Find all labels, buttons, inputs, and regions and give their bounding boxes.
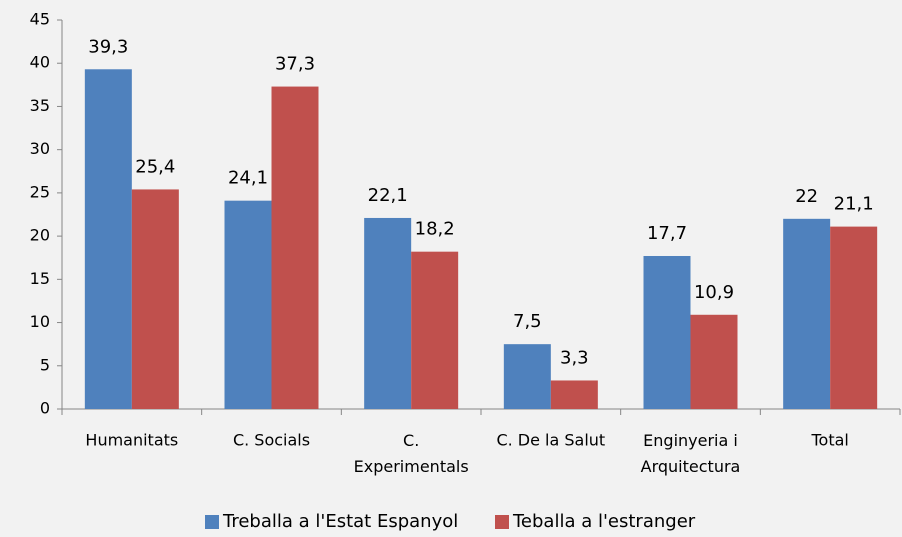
data-label: 24,1 (228, 168, 268, 189)
bar (830, 226, 878, 409)
data-label: 3,3 (560, 347, 589, 368)
data-label: 21,1 (834, 194, 874, 215)
legend-swatch (205, 515, 219, 529)
bar (550, 380, 598, 409)
data-label: 37,3 (275, 54, 315, 75)
data-label: 18,2 (415, 219, 455, 240)
data-label: 7,5 (513, 311, 542, 332)
data-label: 17,7 (647, 223, 687, 244)
legend-swatch (495, 515, 509, 529)
x-tick-label: Enginyeria i Arquitectura (641, 431, 741, 476)
bar (84, 69, 132, 410)
x-tick-label: Total (810, 431, 848, 450)
bar (503, 344, 551, 409)
y-tick-label: 10 (30, 312, 50, 331)
bar (643, 255, 691, 409)
x-tick-label: C. De la Salut (496, 431, 605, 450)
data-label: 25,4 (135, 156, 175, 177)
y-tick-label: 25 (30, 182, 50, 201)
bar (131, 189, 179, 409)
y-tick-label: 30 (30, 139, 50, 158)
legend-label: Teballa a l'estranger (512, 511, 696, 532)
y-tick-label: 35 (30, 96, 50, 115)
y-tick-label: 5 (40, 355, 50, 374)
data-label: 39,3 (88, 36, 128, 57)
bar (411, 251, 459, 409)
bar (271, 86, 319, 409)
y-tick-label: 20 (30, 226, 50, 245)
y-tick-label: 0 (40, 399, 50, 418)
x-tick-label: C. Socials (233, 431, 310, 450)
data-label: 22 (795, 186, 818, 207)
bar (690, 314, 738, 409)
x-tick-label: Humanitats (85, 431, 178, 450)
data-label: 10,9 (694, 282, 734, 303)
legend-label: Treballa a l'Estat Espanyol (222, 511, 458, 532)
data-label: 22,1 (368, 185, 408, 206)
y-tick-label: 40 (30, 53, 50, 72)
x-tick-label: C. Experimentals (354, 431, 469, 476)
bar (783, 218, 831, 409)
bar (364, 217, 412, 409)
bar (224, 200, 272, 409)
y-tick-label: 45 (30, 10, 50, 29)
y-tick-label: 15 (30, 269, 50, 288)
